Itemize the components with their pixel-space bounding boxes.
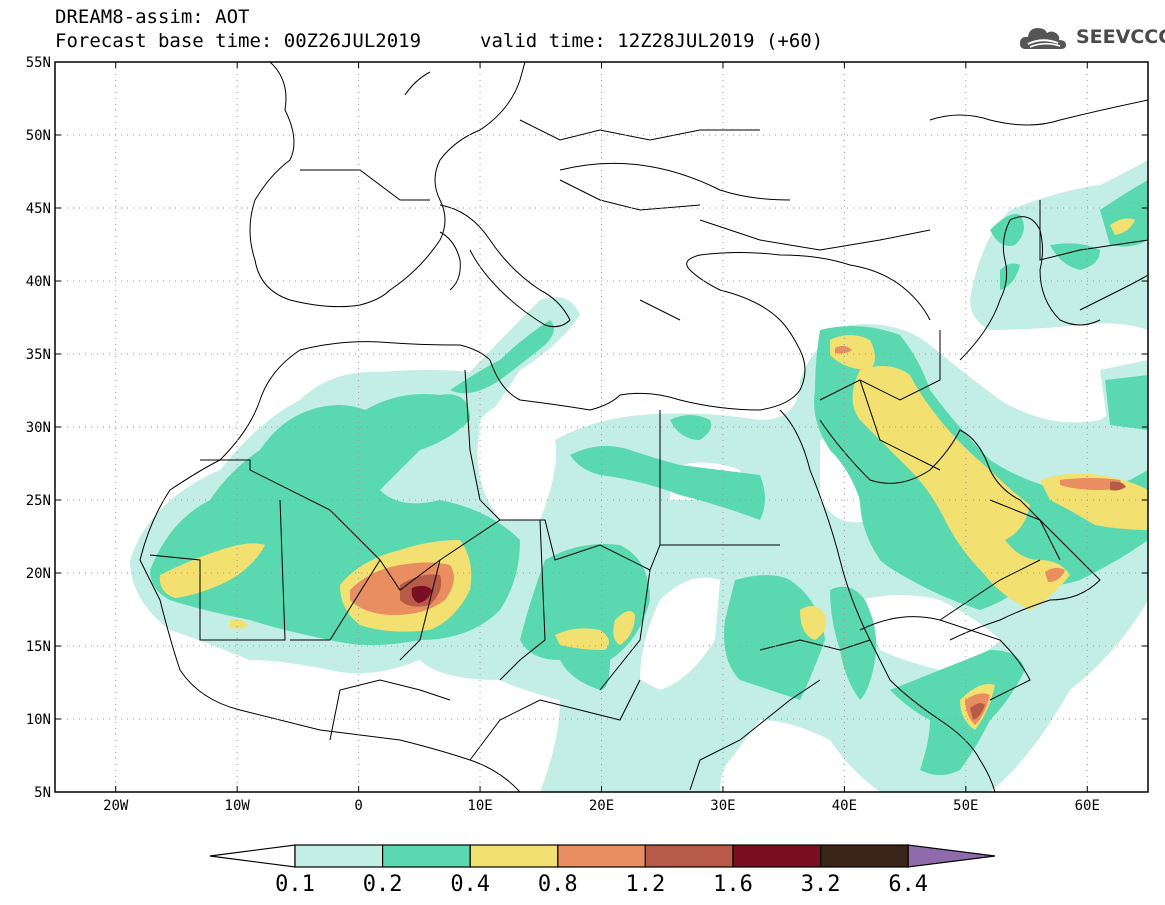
- colorbar-over-arrow: [907, 844, 996, 868]
- colorbar-bin: [819, 844, 909, 868]
- graticule: [55, 62, 1148, 792]
- lat-tick-label: 55N: [26, 55, 51, 71]
- colorbar: 0.1 0.2 0.4 0.8 1.2 1.6 3.2 6.4: [209, 844, 996, 897]
- lon-tick-label: 10E: [467, 798, 492, 814]
- lat-tick-label: 35N: [26, 347, 51, 363]
- lon-tick-label: 30E: [710, 798, 735, 814]
- lat-tick-label: 25N: [26, 493, 51, 509]
- lon-tick-label: 40E: [832, 798, 857, 814]
- colorbar-bin: [732, 844, 822, 868]
- lat-tick-label: 45N: [26, 201, 51, 217]
- valid-time: valid time: 12Z28JUL2019 (+60): [480, 30, 824, 52]
- colorbar-label: 0.4: [450, 872, 490, 897]
- lon-tick-label: 0: [354, 798, 362, 814]
- colorbar-bin: [294, 844, 384, 868]
- aot-field: [130, 160, 1148, 792]
- colorbar-label: 1.6: [713, 872, 753, 897]
- colorbar-label: 1.2: [626, 872, 666, 897]
- colorbar-under-arrow: [209, 844, 296, 868]
- logo-text: SEEVCCC: [1076, 26, 1165, 48]
- country-borders: [149, 119, 1148, 791]
- forecast-base-time: Forecast base time: 00Z26JUL2019 valid ti…: [55, 30, 824, 52]
- lat-tick-label: 40N: [26, 274, 51, 290]
- lat-tick-label: 10N: [26, 712, 51, 728]
- lon-tick-label: 60E: [1075, 798, 1100, 814]
- lon-tick-label: 10W: [225, 798, 251, 814]
- map-title: DREAM8-assim: AOT: [55, 6, 250, 28]
- colorbar-label: 6.4: [888, 872, 928, 897]
- colorbar-bin: [469, 844, 559, 868]
- colorbar-label: 0.2: [363, 872, 403, 897]
- lon-tick-label: 20E: [589, 798, 614, 814]
- seevccc-logo: SEEVCCC: [1018, 22, 1165, 56]
- lat-tick-label: 5N: [34, 785, 51, 801]
- colorbar-bin: [644, 844, 734, 868]
- coastlines: [139, 62, 1148, 792]
- colorbar-label: 0.1: [275, 872, 315, 897]
- colorbar-label: 3.2: [801, 872, 841, 897]
- lat-tick-label: 50N: [26, 128, 51, 144]
- lat-tick-label: 30N: [26, 420, 51, 436]
- cloud-icon: [1019, 28, 1066, 49]
- colorbar-bin: [557, 844, 646, 868]
- lon-tick-label: 20W: [103, 798, 129, 814]
- lon-tick-label: 50E: [953, 798, 978, 814]
- colorbar-bin: [382, 844, 471, 868]
- lat-tick-label: 20N: [26, 566, 51, 582]
- lat-tick-label: 15N: [26, 639, 51, 655]
- colorbar-label: 0.8: [538, 872, 578, 897]
